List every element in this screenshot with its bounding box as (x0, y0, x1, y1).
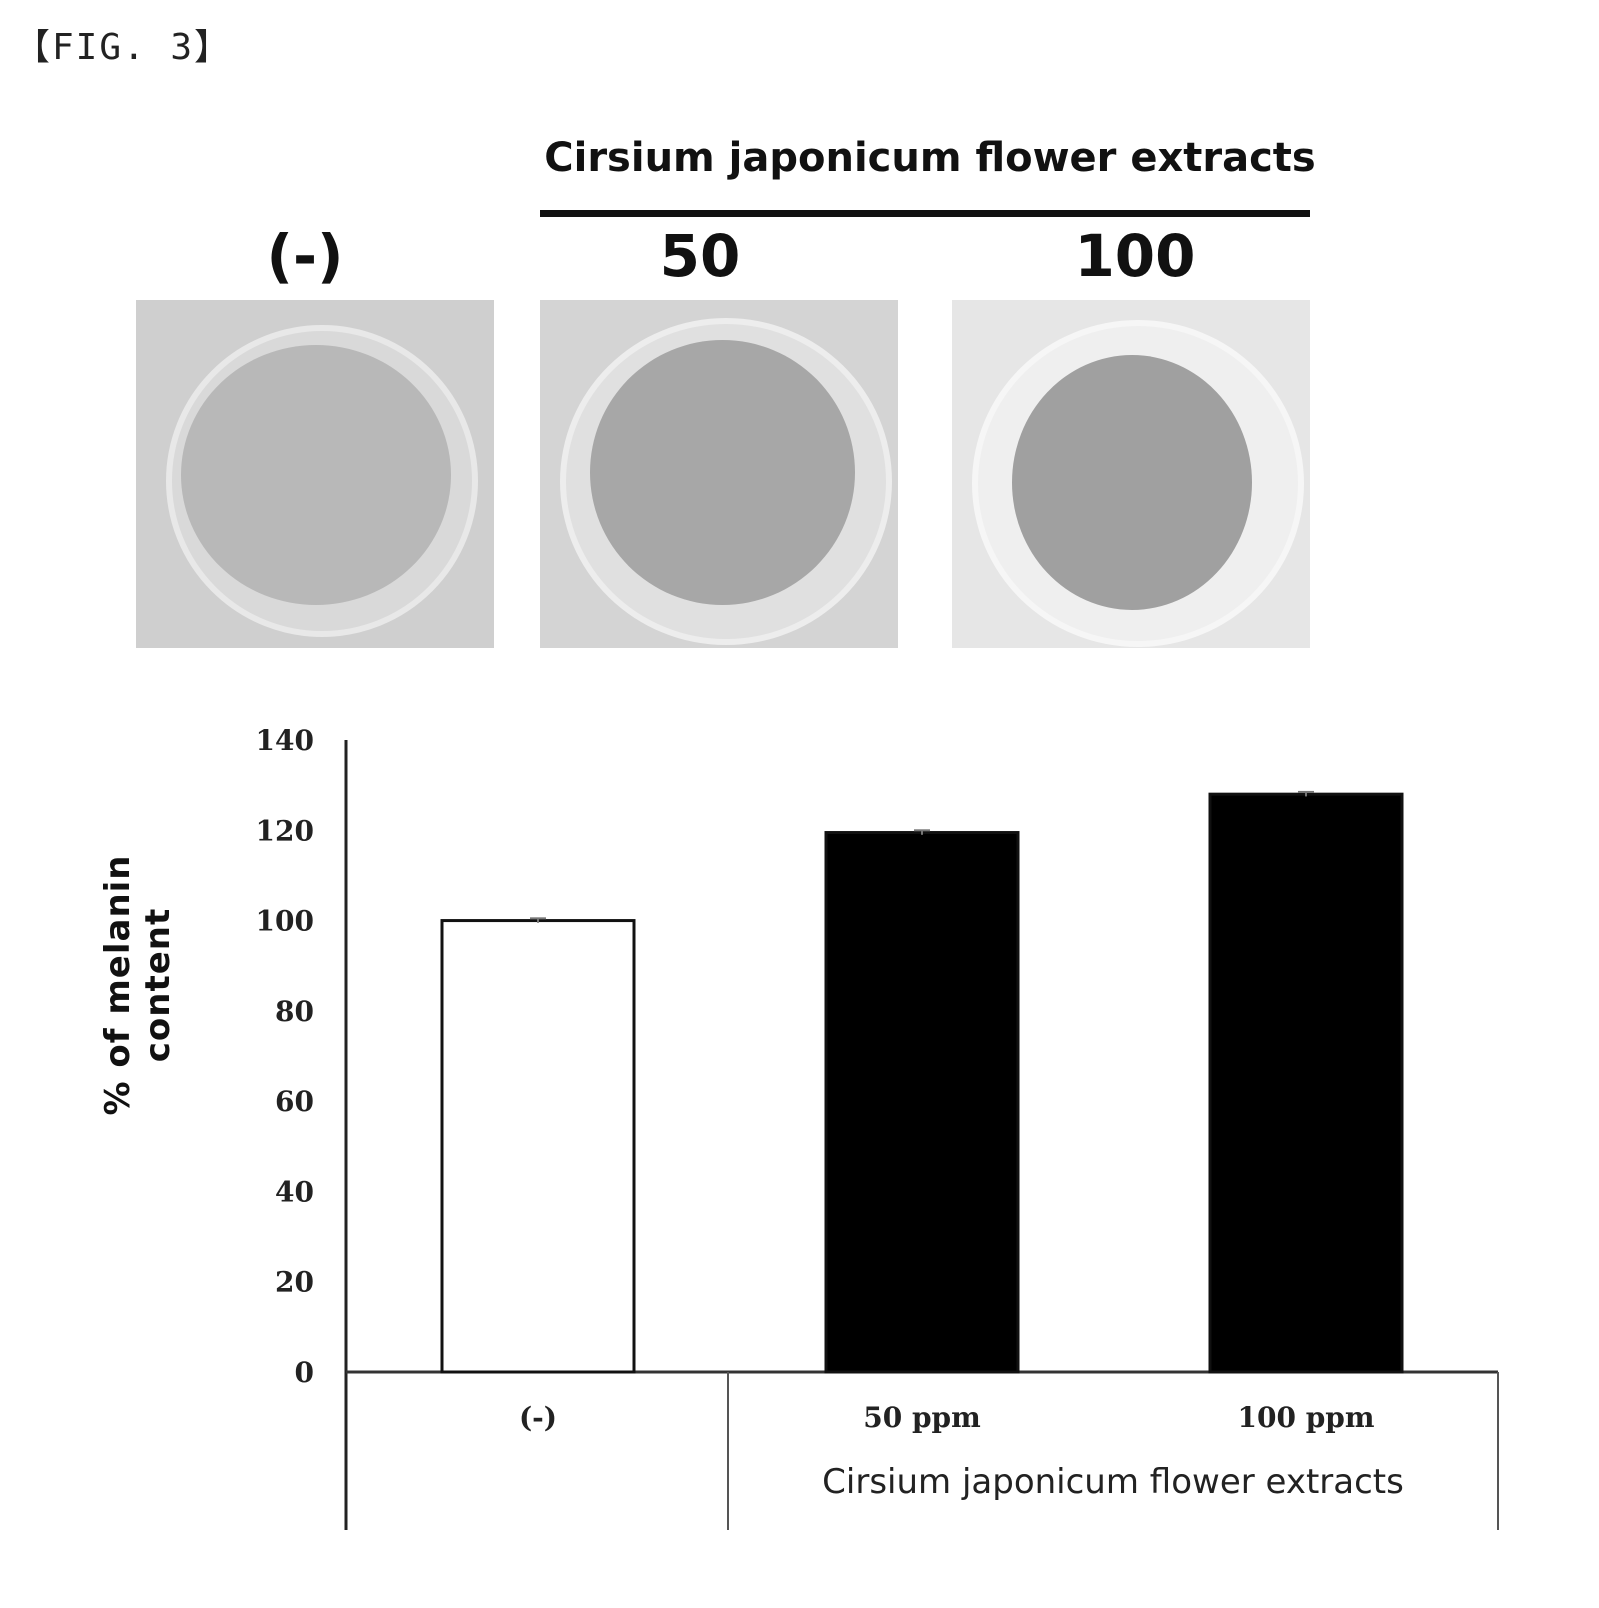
photo-well-100 (952, 300, 1310, 648)
photo-group-rule (540, 210, 1310, 217)
y-tick-label: 100 (256, 905, 314, 938)
y-tick-label: 20 (275, 1266, 314, 1299)
photo-label-50: 50 (659, 222, 741, 290)
photo-label-100: 100 (1074, 222, 1196, 290)
y-tick-label: 140 (256, 724, 314, 757)
y-tick-label: 40 (275, 1175, 314, 1208)
y-tick-label: 60 (275, 1085, 314, 1118)
photo-well-50 (540, 300, 898, 648)
figure-label: 【FIG. 3】 (14, 27, 233, 68)
y-tick-label: 0 (295, 1356, 314, 1389)
x-group-label: Cirsium japonicum flower extracts (822, 1462, 1404, 1502)
x-category-label: (-) (519, 1401, 557, 1434)
x-category-label: 100 ppm (1238, 1401, 1375, 1434)
photo-well-control (136, 300, 494, 648)
y-tick-label: 80 (275, 995, 314, 1028)
bar (440, 919, 636, 1374)
photo-group-title: Cirsium japonicum flower extracts (544, 135, 1316, 181)
y-tick-label: 120 (256, 814, 314, 847)
bar (824, 831, 1020, 1374)
photo-label-control: (-) (266, 222, 344, 290)
bar (1208, 792, 1404, 1374)
x-category-label: 50 ppm (863, 1401, 981, 1434)
